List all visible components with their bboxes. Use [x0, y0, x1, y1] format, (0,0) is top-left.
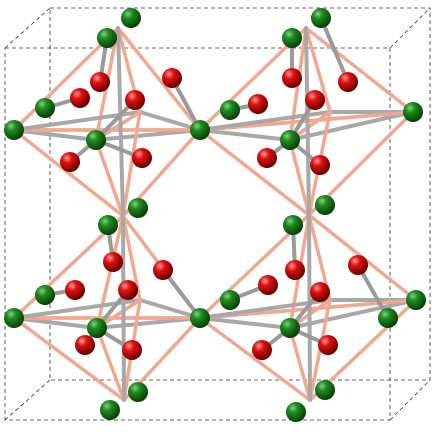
- red-atom: [305, 90, 325, 110]
- red-atom: [282, 68, 302, 88]
- green-atom: [100, 400, 120, 420]
- green-atom: [97, 28, 117, 48]
- bond: [121, 214, 142, 302]
- red-atom: [122, 340, 142, 360]
- red-atom: [310, 155, 330, 175]
- green-atom: [315, 380, 335, 400]
- green-atom: [86, 130, 106, 150]
- unit-cell-box: [4, 7, 431, 421]
- red-atom: [162, 68, 182, 88]
- bond: [121, 214, 126, 402]
- green-atom: [35, 98, 55, 118]
- red-atom: [75, 335, 95, 355]
- green-atom: [128, 198, 148, 218]
- edge: [4, 379, 51, 421]
- green-atom: [220, 290, 240, 310]
- green-atom: [220, 100, 240, 120]
- atoms: [4, 8, 426, 422]
- green-atom: [311, 8, 331, 28]
- front-face: [4, 47, 391, 421]
- bond: [121, 110, 142, 218]
- red-atom: [338, 72, 358, 92]
- red-atom: [60, 152, 80, 172]
- bond: [356, 263, 390, 320]
- red-atom: [258, 275, 278, 295]
- edge: [4, 7, 51, 49]
- bond: [304, 26, 415, 114]
- red-atom: [103, 252, 123, 272]
- bond: [95, 326, 126, 402]
- green-atom: [286, 402, 306, 422]
- red-atom: [90, 72, 110, 92]
- bond: [304, 26, 332, 114]
- bond: [116, 26, 202, 132]
- bond: [161, 268, 202, 320]
- bond: [12, 316, 126, 402]
- edge: [389, 379, 431, 421]
- red-atom: [285, 260, 305, 280]
- red-atom: [132, 148, 152, 168]
- green-atom: [121, 8, 141, 28]
- bond: [288, 138, 311, 217]
- red-atom: [70, 88, 90, 108]
- bond: [95, 214, 125, 330]
- red-atom: [248, 94, 268, 114]
- green-atom: [128, 382, 148, 402]
- bonds: [12, 16, 418, 402]
- bond: [304, 26, 311, 217]
- red-atom: [252, 340, 272, 360]
- green-atom: [35, 285, 55, 305]
- red-atom: [153, 260, 173, 280]
- red-atom: [318, 335, 338, 355]
- bond: [198, 316, 292, 330]
- back-face: [49, 7, 431, 381]
- green-atom: [98, 215, 118, 235]
- green-atom: [282, 28, 302, 48]
- bond: [94, 138, 125, 218]
- edge: [389, 7, 431, 49]
- green-atom: [280, 130, 300, 150]
- bond: [12, 128, 125, 218]
- green-atom: [315, 195, 335, 215]
- bond: [288, 110, 415, 142]
- green-atom: [378, 308, 398, 328]
- green-atom: [190, 308, 210, 328]
- red-atom: [125, 90, 145, 110]
- bond: [138, 110, 202, 132]
- green-atom: [403, 102, 423, 122]
- green-atom: [190, 120, 210, 140]
- green-atom: [4, 308, 24, 328]
- bond: [198, 128, 311, 217]
- bond: [198, 316, 312, 402]
- bond: [138, 298, 202, 320]
- red-atom: [310, 282, 330, 302]
- bond: [288, 326, 312, 402]
- bond: [319, 16, 350, 84]
- green-atom: [280, 318, 300, 338]
- green-atom: [4, 120, 24, 140]
- red-atom: [257, 148, 277, 168]
- green-atom: [283, 215, 303, 235]
- green-atom: [87, 318, 107, 338]
- bond: [116, 26, 125, 218]
- red-atom: [65, 280, 85, 300]
- red-atom: [348, 255, 368, 275]
- green-atom: [406, 290, 426, 310]
- red-atom: [118, 280, 138, 300]
- bond: [198, 128, 292, 142]
